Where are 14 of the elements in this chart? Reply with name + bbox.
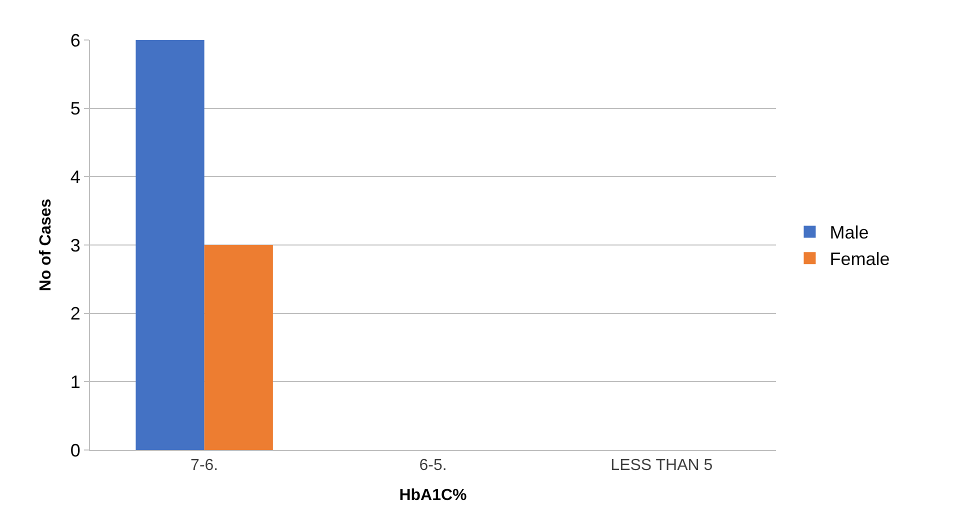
- y-tick-label: 1: [70, 372, 80, 392]
- y-tick-label: 0: [70, 440, 80, 460]
- y-tick-label: 6: [70, 30, 80, 50]
- y-axis-title: No of Cases: [37, 198, 54, 292]
- y-tick-label: 2: [70, 304, 80, 324]
- y-tick-label: 5: [70, 98, 80, 119]
- x-tick-label: 6-5.: [419, 457, 447, 474]
- y-tick-label: 3: [70, 235, 80, 256]
- x-tick-label: LESS THAN 5: [610, 457, 713, 474]
- x-axis-title: HbA1C%: [399, 486, 467, 504]
- legend-label: Female: [830, 249, 890, 270]
- y-tick-label: 4: [70, 166, 80, 187]
- legend-label: Male: [830, 222, 869, 243]
- x-tick-label: 7-6.: [190, 457, 218, 474]
